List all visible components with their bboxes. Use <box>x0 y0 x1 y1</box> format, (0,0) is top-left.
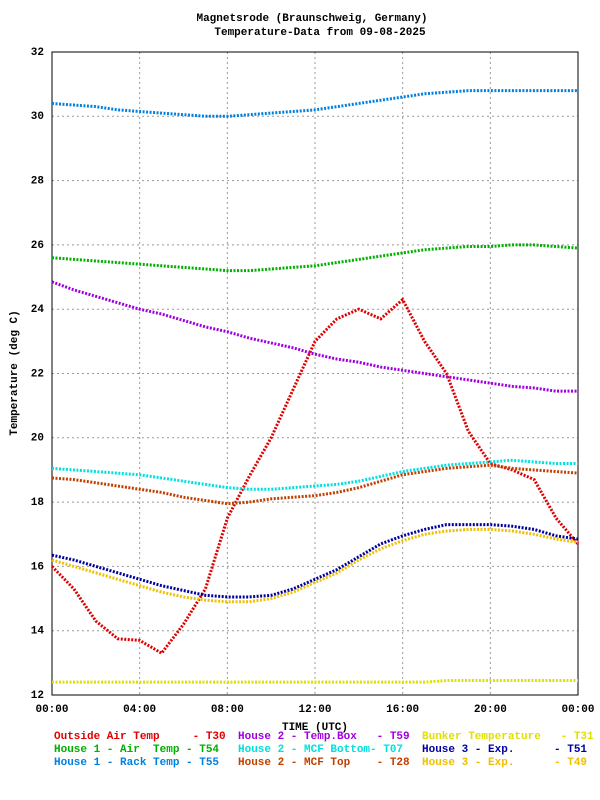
y-tick-label: 22 <box>31 368 44 380</box>
chart-title: Magnetsrode (Braunschweig, Germany) <box>196 13 427 25</box>
legend-entry: House 2 - MCF Top - T28 <box>238 757 410 769</box>
x-axis-label: TIME (UTC) <box>282 722 348 734</box>
x-tick-label: 20:00 <box>474 704 507 716</box>
x-tick-label: 00:00 <box>35 704 68 716</box>
x-tick-label: 12:00 <box>298 704 331 716</box>
series-line <box>51 458 578 491</box>
series-line <box>51 463 579 506</box>
legend-entry: House 1 - Air Temp - T54 <box>54 744 219 756</box>
y-tick-label: 30 <box>31 111 44 123</box>
y-tick-label: 32 <box>31 47 44 59</box>
plot-frame <box>51 51 579 696</box>
legend-entry: House 3 - Exp. - T49 <box>422 757 587 769</box>
y-axis-label: Temperature (deg C) <box>9 310 21 435</box>
y-tick-label: 14 <box>31 626 45 638</box>
x-tick-label: 00:00 <box>561 704 594 716</box>
series-line <box>51 523 579 599</box>
legend-entry: House 1 - Rack Temp - T55 <box>54 757 219 769</box>
series-line <box>51 527 579 604</box>
series-line <box>51 280 578 393</box>
legend-entry: Bunker Temperature - T31 <box>422 731 594 743</box>
y-tick-label: 18 <box>31 497 45 509</box>
legend-entry: House 3 - Exp. - T51 <box>422 744 587 756</box>
y-tick-label: 20 <box>31 433 44 445</box>
series-line <box>50 297 580 656</box>
x-tick-label: 16:00 <box>386 704 419 716</box>
x-tick-label: 08:00 <box>211 704 244 716</box>
legend-entry: House 2 - Temp.Box - T59 <box>238 731 410 743</box>
y-tick-label: 28 <box>31 176 45 188</box>
y-tick-label: 16 <box>31 561 44 573</box>
series-line <box>51 89 578 118</box>
y-tick-label: 12 <box>31 690 44 702</box>
y-tick-label: 24 <box>31 304 45 316</box>
legend-entry: House 2 - MCF Bottom- T07 <box>238 744 403 756</box>
legend-entry: Outside Air Temp - T30 <box>54 731 226 743</box>
chart-subtitle: Temperature-Data from 09-08-2025 <box>214 27 426 39</box>
series-line <box>52 679 578 684</box>
y-tick-label: 26 <box>31 240 44 252</box>
x-tick-label: 04:00 <box>123 704 156 716</box>
series-line <box>51 243 579 273</box>
